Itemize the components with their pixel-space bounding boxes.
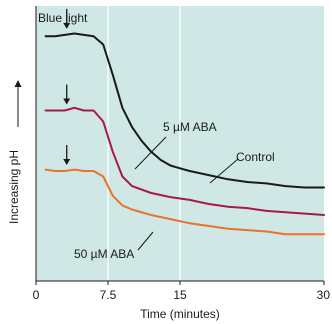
y-axis-title: Increasing pH [7, 150, 21, 224]
x-tick-label: 7.5 [100, 288, 117, 302]
series-line-2 [44, 168, 325, 236]
y-axis-title-group: Increasing pH [7, 80, 22, 224]
stimulus-arrow-head-0 [63, 22, 71, 29]
x-tick-label: 30 [317, 288, 331, 302]
stimulus-arrow-head-1 [63, 98, 71, 105]
blue-light-label: Blue light [38, 11, 88, 25]
gridlines [107, 6, 181, 281]
series-label-5-aba: 5 µM ABA [163, 120, 217, 134]
series-label-50-aba: 50 µM ABA [74, 247, 134, 261]
x-tick-label: 15 [173, 288, 187, 302]
series-label-control-leader [209, 158, 239, 184]
series-label-50-aba-leader [137, 231, 154, 251]
series-label-control: Control [236, 150, 275, 164]
series-line-1 [44, 106, 325, 216]
stimulus-arrows [63, 8, 71, 165]
x-tick-label: 0 [33, 288, 40, 302]
stimulus-arrow-head-2 [63, 159, 71, 165]
x-axis-title: Time (minutes) [140, 307, 220, 321]
series-label-5-aba-leader [134, 136, 167, 170]
x-tick-labels: 0 7.5 15 30 [33, 288, 331, 302]
axes [35, 6, 325, 285]
y-axis-arrow-head [14, 80, 22, 87]
